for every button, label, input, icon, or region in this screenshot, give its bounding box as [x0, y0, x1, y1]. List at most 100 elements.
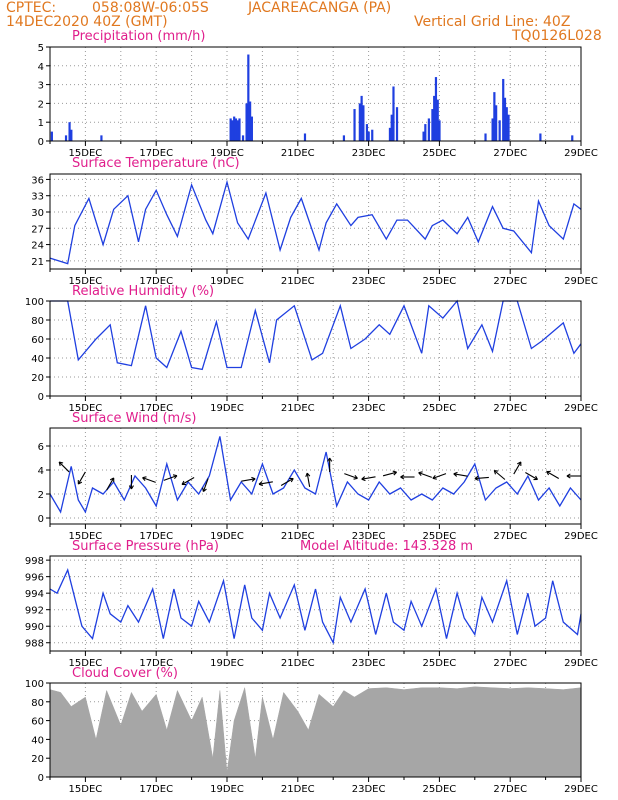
- wind-arrow: [163, 475, 178, 481]
- precip-bar: [422, 131, 425, 141]
- cloud-xtick-label: 25DEC: [423, 784, 457, 795]
- wind-arrow-head: [142, 476, 147, 482]
- wind-xtick-label: 27DEC: [493, 531, 527, 542]
- precip-ytick-label: 3: [38, 81, 44, 92]
- wind-arrow: [77, 471, 86, 485]
- header-code: TQ0126L028: [512, 28, 602, 44]
- wind-arrow: [361, 476, 376, 480]
- precip-bar: [438, 120, 441, 141]
- wind-arrow: [142, 477, 156, 483]
- cloud-ytick-label: 20: [31, 754, 44, 765]
- precip-bar: [505, 107, 508, 141]
- temp-xtick-label: 19DEC: [210, 276, 244, 287]
- precip-bar: [503, 97, 507, 141]
- wind-arrow-head: [546, 470, 551, 476]
- cloud-ytick-label: 40: [31, 735, 44, 746]
- pressure-ytick-label: 990: [25, 622, 44, 633]
- precip-bar: [250, 116, 253, 141]
- wind-xtick-label: 21DEC: [281, 531, 315, 542]
- wind-arrow-head: [418, 471, 423, 477]
- precip-bar: [231, 120, 234, 141]
- precip-bar: [395, 107, 399, 141]
- wind-arrow-head: [453, 471, 458, 477]
- rh-ytick-label: 100: [25, 297, 44, 308]
- precip-bar: [358, 103, 361, 141]
- pressure-xtick-label: 29DEC: [564, 658, 598, 669]
- precip-xtick-label: 23DEC: [352, 148, 386, 159]
- wind-line: [49, 436, 582, 514]
- precip-bar: [234, 118, 238, 141]
- precip-bar: [495, 105, 498, 141]
- pressure-frame: [49, 555, 582, 652]
- precip-bar: [249, 101, 252, 141]
- wind-arrow-head: [172, 474, 178, 480]
- pressure-xtick-label: 27DEC: [493, 658, 527, 669]
- precip-frame: [49, 46, 582, 142]
- precip-bar: [233, 116, 236, 141]
- precip-bar: [539, 133, 542, 141]
- wind-xtick-label: 17DEC: [139, 531, 173, 542]
- wind-arrow: [382, 471, 397, 477]
- header-station: JACAREACANGA (PA): [248, 0, 392, 16]
- rh-ytick-label: 20: [31, 373, 44, 384]
- wind-arrow: [432, 473, 447, 479]
- pressure-xtick-label: 17DEC: [139, 658, 173, 669]
- precip-bar: [367, 131, 370, 141]
- pressure-ytick-label: 996: [25, 573, 44, 584]
- wind-arrow: [418, 472, 433, 478]
- precip-bar: [424, 124, 427, 141]
- wind-arrow-head: [289, 477, 294, 483]
- precip-bar: [392, 86, 395, 141]
- precip-bar: [484, 133, 487, 141]
- pressure-xtick-label: 19DEC: [210, 658, 244, 669]
- wind-ytick-label: 6: [38, 442, 44, 453]
- cloud-ytick-label: 100: [25, 679, 44, 690]
- precip-bar: [502, 78, 505, 141]
- wind-xtick-label: 29DEC: [564, 531, 598, 542]
- temp-xtick-label: 21DEC: [281, 276, 315, 287]
- rh-line: [50, 299, 582, 371]
- precip-bar: [388, 127, 392, 141]
- wind-xtick-label: 23DEC: [352, 531, 386, 542]
- wind-arrow: [202, 478, 209, 492]
- temp-title: Surface Temperature (nC): [72, 156, 240, 171]
- cloud-xtick-label: 23DEC: [352, 784, 386, 795]
- wind-arrow-head: [77, 480, 83, 485]
- rh-title: Relative Humidity (%): [72, 284, 215, 299]
- temp-xtick-label: 27DEC: [493, 276, 527, 287]
- wind-xtick-label: 19DEC: [210, 531, 244, 542]
- precip-bar: [571, 135, 574, 141]
- temp-xtick-label: 23DEC: [352, 276, 386, 287]
- temp-xtick-label: 25DEC: [423, 276, 457, 287]
- wind-ytick-label: 0: [38, 514, 44, 525]
- precip-xtick-label: 25DEC: [423, 148, 457, 159]
- rh-xtick-label: 23DEC: [352, 403, 386, 414]
- rh-xtick-label: 17DEC: [139, 403, 173, 414]
- cloud-xtick-label: 17DEC: [139, 784, 173, 795]
- precip-ytick-label: 2: [38, 99, 44, 110]
- wind-xtick-label: 15DEC: [69, 531, 103, 542]
- precip-bar: [238, 118, 241, 141]
- wind-arrow-head: [109, 477, 115, 482]
- wind-arrow-head: [327, 457, 333, 462]
- precip-bar: [245, 103, 248, 141]
- wind-arrow: [344, 473, 358, 479]
- precip-bar: [427, 118, 430, 141]
- precip-xtick-label: 15DEC: [69, 148, 103, 159]
- precip-bar: [360, 95, 363, 141]
- wind-arrow-head: [58, 461, 64, 467]
- precip-bar: [241, 135, 245, 141]
- wind-arrow-head: [474, 475, 479, 481]
- wind-arrow-head: [305, 472, 311, 478]
- cloud-ytick-label: 80: [31, 698, 44, 709]
- precip-bar: [371, 129, 374, 141]
- precip-bar: [342, 135, 346, 141]
- precip-bar: [498, 120, 501, 141]
- pressure-ytick-label: 992: [25, 606, 44, 617]
- wind-arrow-head: [566, 473, 571, 479]
- rh-xtick-label: 27DEC: [493, 403, 527, 414]
- wind-arrow-head: [493, 469, 499, 475]
- precip-ytick-label: 0: [38, 137, 44, 148]
- rh-xtick-label: 21DEC: [281, 403, 315, 414]
- temp-ytick-label: 30: [31, 208, 44, 219]
